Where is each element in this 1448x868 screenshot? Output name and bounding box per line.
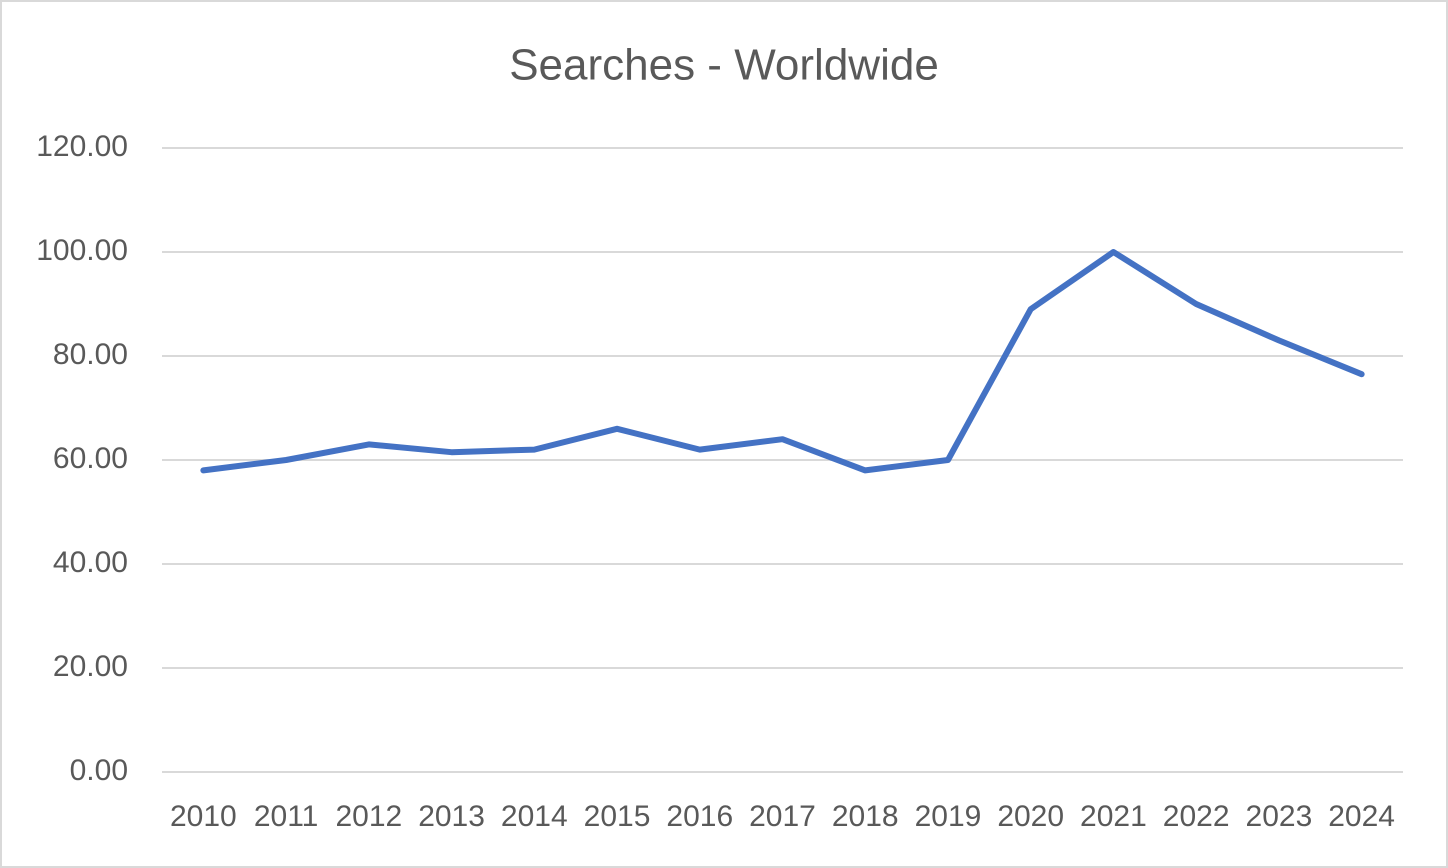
x-tick-label: 2017 [749, 800, 816, 833]
x-tick-label: 2019 [915, 800, 982, 833]
y-tick-label: 100.00 [36, 234, 128, 267]
y-tick-label: 0.00 [70, 754, 128, 787]
x-tick-label: 2013 [418, 800, 485, 833]
x-tick-label: 2023 [1246, 800, 1313, 833]
x-tick-label: 2011 [254, 800, 319, 833]
y-tick-label: 80.00 [53, 338, 128, 371]
y-tick-label: 60.00 [53, 442, 128, 475]
x-tick-label: 2021 [1080, 800, 1147, 833]
x-tick-label: 2024 [1328, 800, 1395, 833]
x-tick-label: 2010 [170, 800, 237, 833]
x-tick-label: 2016 [666, 800, 733, 833]
y-tick-label: 40.00 [53, 546, 128, 579]
y-tick-label: 120.00 [36, 130, 128, 163]
x-tick-label: 2018 [832, 800, 899, 833]
y-tick-label: 20.00 [53, 650, 128, 683]
x-tick-label: 2015 [584, 800, 651, 833]
data-line [200, 249, 1365, 474]
x-tick-label: 2020 [997, 800, 1064, 833]
x-tick-label: 2014 [501, 800, 568, 833]
x-tick-label: 2012 [335, 800, 402, 833]
chart-title: Searches - Worldwide [509, 41, 939, 90]
x-tick-label: 2022 [1163, 800, 1230, 833]
